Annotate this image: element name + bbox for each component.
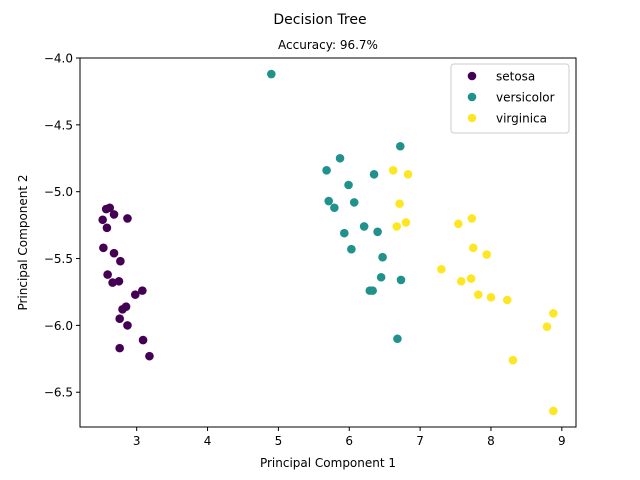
x-axis: 3 4 5 6 7 8 9 xyxy=(133,427,566,448)
data-point-virginica xyxy=(395,199,404,209)
data-point-setosa xyxy=(138,335,148,345)
y-tick-label: −4.0 xyxy=(44,52,73,66)
y-tick-label: −4.5 xyxy=(44,118,73,132)
data-point-setosa xyxy=(109,248,119,258)
data-point-virginica xyxy=(437,264,446,274)
legend: setosa versicolor virginica xyxy=(450,63,570,134)
data-point-virginica xyxy=(486,293,496,302)
data-point-virginica xyxy=(388,166,398,175)
data-point-versicolor xyxy=(359,222,369,231)
data-point-setosa xyxy=(116,256,125,266)
chart-title: Accuracy: 96.7% xyxy=(278,38,378,52)
data-point-versicolor xyxy=(335,153,345,163)
x-tick-label: 7 xyxy=(416,434,424,448)
x-tick-label: 8 xyxy=(487,434,495,448)
data-point-setosa xyxy=(103,270,112,279)
data-point-virginica xyxy=(392,222,402,231)
data-point-versicolor xyxy=(393,334,402,344)
data-point-versicolor xyxy=(330,203,339,213)
data-point-versicolor xyxy=(378,252,387,262)
data-point-versicolor xyxy=(373,227,382,237)
data-point-versicolor xyxy=(339,228,349,238)
data-point-setosa xyxy=(99,243,108,253)
data-point-setosa xyxy=(115,343,124,353)
x-tick-label: 6 xyxy=(345,434,353,448)
y-tick-label: −5.0 xyxy=(44,185,73,199)
data-point-virginica xyxy=(508,355,518,365)
data-point-setosa xyxy=(108,278,117,287)
data-point-setosa xyxy=(118,305,127,314)
data-point-setosa xyxy=(123,321,132,330)
data-point-virginica xyxy=(473,290,483,299)
data-point-virginica xyxy=(549,406,558,416)
data-point-setosa xyxy=(123,214,132,223)
x-tick-label: 9 xyxy=(558,434,566,448)
data-point-setosa xyxy=(98,215,107,225)
data-point-setosa xyxy=(109,210,119,219)
legend-label: versicolor xyxy=(496,91,555,105)
data-points xyxy=(98,69,558,416)
data-point-setosa xyxy=(145,351,154,361)
data-point-setosa xyxy=(115,314,124,324)
data-point-virginica xyxy=(467,214,477,223)
data-point-virginica xyxy=(466,274,476,283)
data-point-virginica xyxy=(401,218,411,227)
data-point-versicolor xyxy=(369,170,379,179)
legend-marker-virginica xyxy=(467,113,477,123)
y-tick-label: −5.5 xyxy=(44,252,73,266)
data-point-versicolor xyxy=(396,275,406,285)
data-point-virginica xyxy=(502,295,512,305)
legend-frame xyxy=(450,63,570,134)
data-point-virginica xyxy=(542,322,552,332)
data-point-setosa xyxy=(130,290,140,299)
data-point-virginica xyxy=(549,309,558,318)
legend-label: setosa xyxy=(496,70,535,84)
data-point-versicolor xyxy=(322,166,331,175)
data-point-virginica xyxy=(454,219,463,229)
x-tick-label: 3 xyxy=(133,434,141,448)
x-axis-label: Principal Component 1 xyxy=(260,456,396,470)
y-axis: −6.5 −6.0 −5.5 −5.0 −4.5 −4.0 xyxy=(44,52,80,400)
plot-frame xyxy=(79,57,577,428)
x-tick-label: 4 xyxy=(204,434,212,448)
data-point-versicolor xyxy=(344,180,353,190)
data-point-setosa xyxy=(114,276,124,286)
data-point-versicolor xyxy=(368,286,377,295)
legend-label: virginica xyxy=(496,112,547,126)
data-point-setosa xyxy=(138,286,147,295)
legend-marker-setosa xyxy=(467,71,477,81)
data-point-virginica xyxy=(403,170,413,179)
data-point-versicolor xyxy=(349,198,359,207)
data-point-versicolor xyxy=(376,272,386,282)
data-point-setosa xyxy=(102,223,112,233)
x-tick-label: 5 xyxy=(275,434,283,448)
y-tick-label: −6.0 xyxy=(44,319,73,333)
data-point-versicolor xyxy=(395,141,405,151)
data-point-versicolor xyxy=(267,69,276,79)
legend-marker-versicolor xyxy=(467,92,477,102)
data-point-versicolor xyxy=(347,244,356,254)
data-point-setosa xyxy=(105,203,115,213)
chart-suptitle: Decision Tree xyxy=(273,12,366,28)
data-point-versicolor xyxy=(324,196,334,206)
data-point-virginica xyxy=(468,243,478,253)
y-tick-label: −6.5 xyxy=(44,386,73,400)
data-point-virginica xyxy=(456,276,466,286)
y-axis-label: Principal Component 2 xyxy=(16,174,30,310)
data-point-virginica xyxy=(482,250,492,259)
